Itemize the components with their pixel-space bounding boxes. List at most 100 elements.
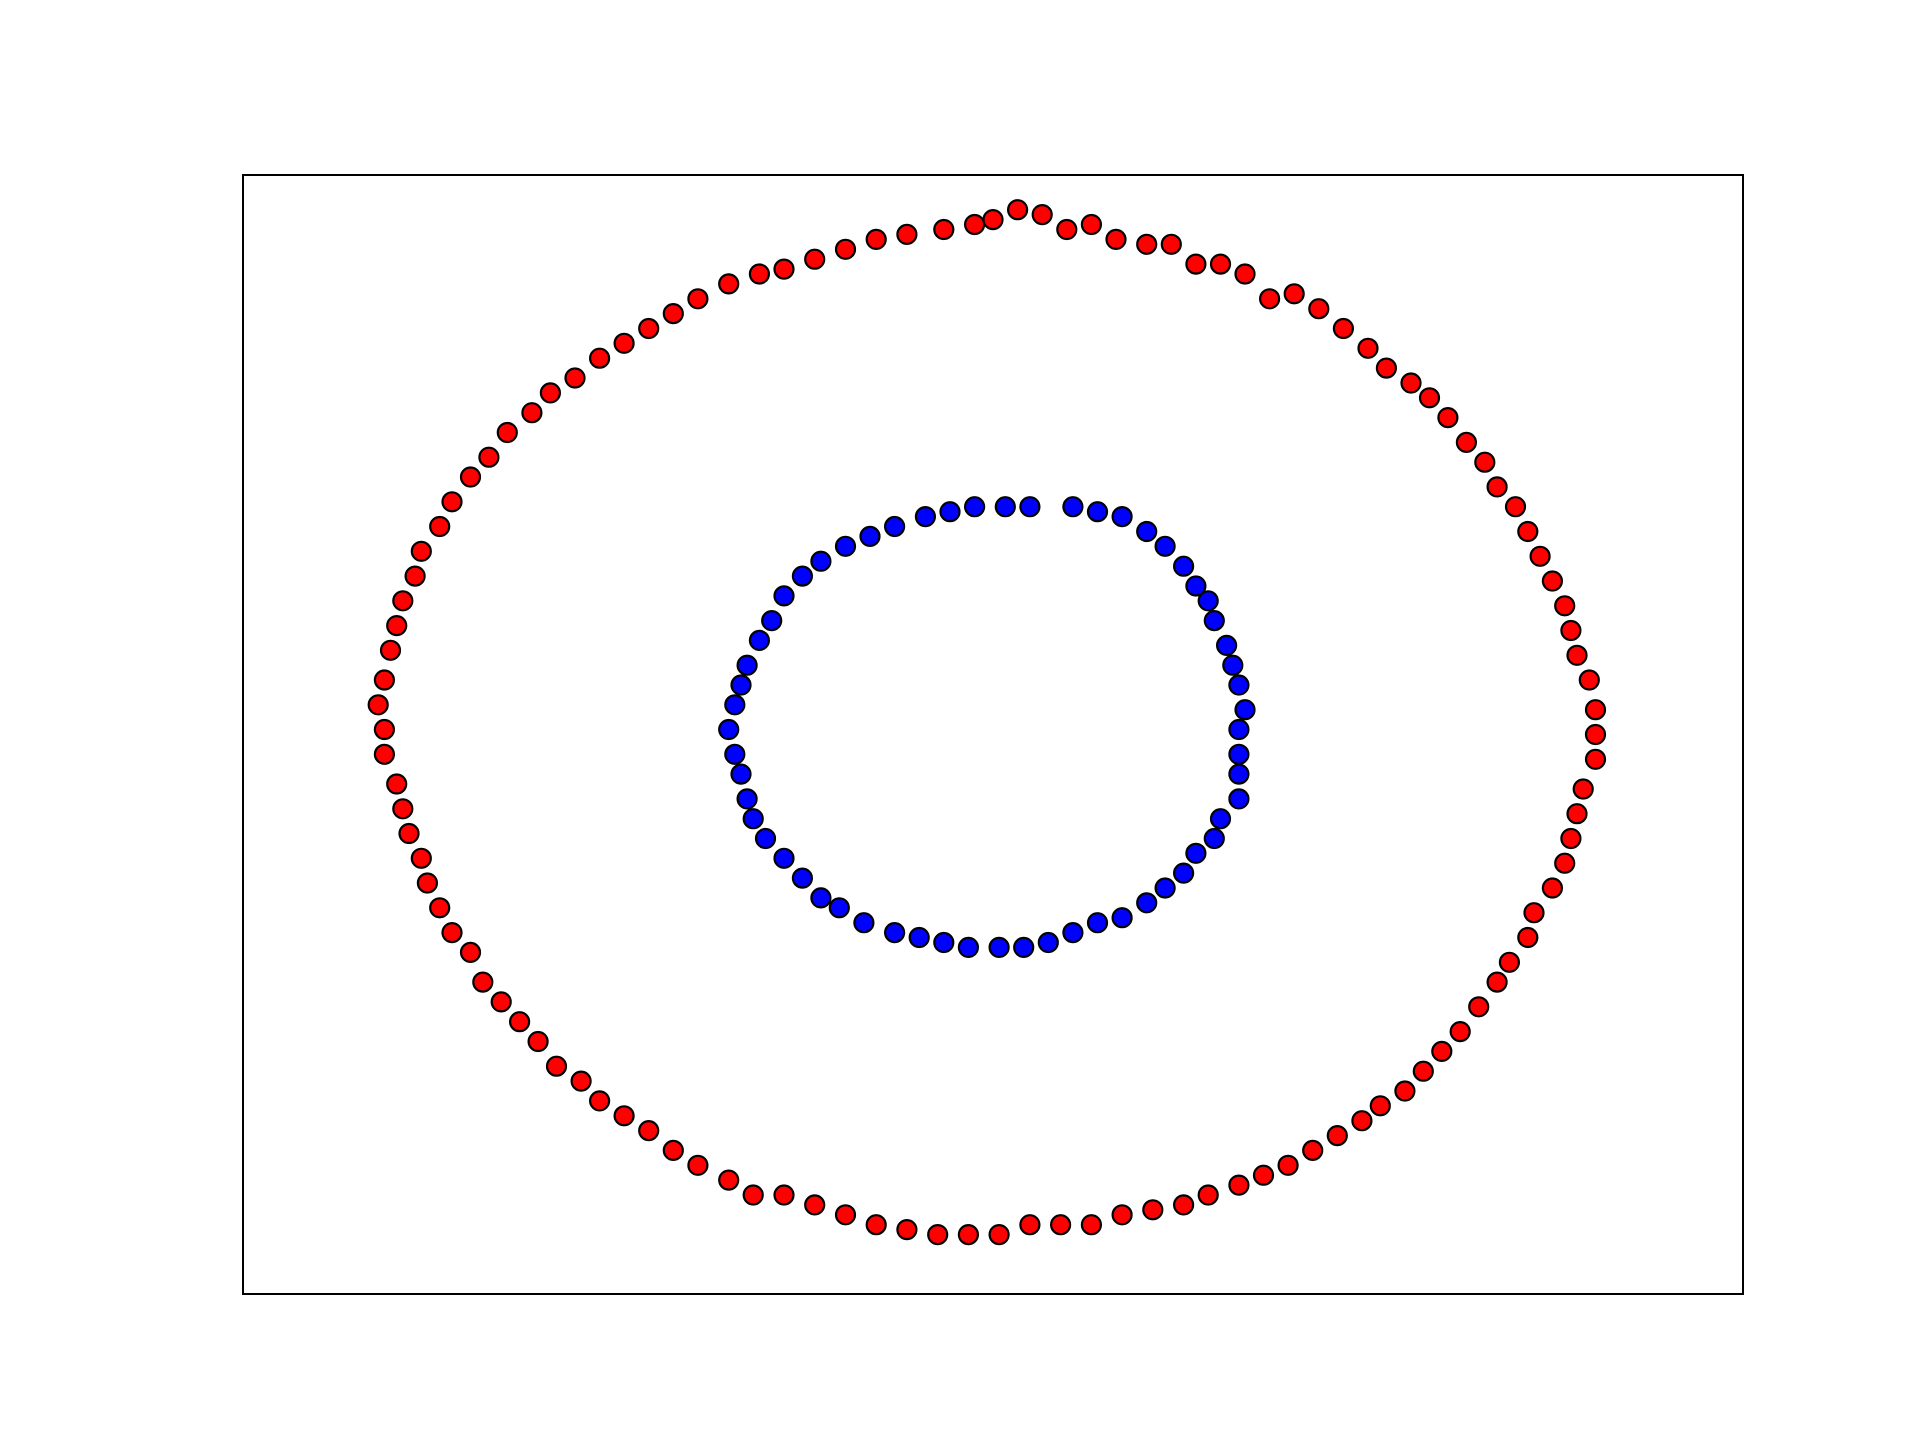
scatter-point-series-0-78: [545, 1055, 568, 1077]
scatter-point-series-0-37: [1554, 852, 1576, 874]
scatter-point-series-1-14: [1228, 743, 1250, 765]
scatter-point-series-1-26: [1037, 931, 1059, 954]
scatter-point-series-0-66: [865, 1214, 887, 1236]
scatter-point-series-1-22: [1136, 892, 1158, 914]
scatter-point-series-0-83: [459, 941, 482, 964]
scatter-point-series-0-107: [564, 367, 586, 389]
scatter-point-series-1-43: [718, 718, 740, 741]
scatter-point-series-1-42: [724, 743, 746, 765]
scatter-point-series-0-33: [1584, 748, 1607, 770]
scatter-point-series-0-62: [988, 1223, 1010, 1246]
scatter-point-series-1-45: [730, 674, 752, 696]
scatter-point-series-0-112: [687, 288, 709, 310]
scatter-point-series-0-101: [441, 491, 463, 513]
scatter-point-series-0-98: [404, 565, 426, 587]
scatter-point-series-1-50: [791, 565, 814, 587]
scatter-point-series-0-100: [429, 515, 451, 538]
scatter-point-series-0-23: [1504, 496, 1527, 518]
scatter-point-series-0-102: [459, 466, 482, 488]
scatter-point-series-1-29: [957, 936, 980, 959]
scatter-point-series-1-13: [1228, 718, 1250, 741]
scatter-point-series-0-29: [1566, 644, 1588, 666]
scatter-point-series-0-116: [804, 248, 826, 270]
scatter-point-series-1-20: [1172, 862, 1195, 884]
scatter-point-series-1-52: [834, 535, 857, 557]
scatter-point-series-1-21: [1154, 877, 1176, 899]
scatter-point-series-1-59: [1019, 496, 1041, 518]
scatter-point-series-0-87: [410, 847, 432, 869]
scatter-point-series-0-52: [1277, 1154, 1299, 1176]
scatter-point-series-0-115: [773, 258, 795, 280]
scatter-point-series-0-106: [539, 382, 562, 404]
scatter-point-series-1-5: [1172, 555, 1195, 577]
scatter-point-series-0-25: [1529, 545, 1551, 567]
scatter-point-series-0-5: [1105, 228, 1127, 250]
scatter-point-series-0-40: [1517, 926, 1539, 949]
scatter-point-series-0-4: [1080, 213, 1103, 236]
scatter-point-series-1-9: [1215, 634, 1238, 657]
scatter-point-series-1-27: [1013, 936, 1035, 959]
scatter-point-series-0-47: [1394, 1080, 1416, 1102]
scatter-point-series-1-49: [773, 585, 795, 607]
scatter-point-series-1-30: [933, 931, 955, 954]
scatter-point-series-0-59: [1080, 1214, 1103, 1236]
scatter-point-series-0-67: [834, 1204, 857, 1226]
scatter-point-series-0-22: [1486, 476, 1508, 498]
scatter-point-series-1-11: [1228, 674, 1250, 696]
scatter-point-series-0-2: [1031, 204, 1053, 226]
scatter-point-series-0-105: [521, 402, 543, 424]
scatter-point-series-0-16: [1375, 357, 1398, 379]
scatter-point-series-1-19: [1185, 842, 1207, 864]
scatter-point-series-0-121: [963, 213, 986, 236]
scatter-point-series-0-79: [527, 1030, 549, 1053]
scatter-point-series-0-32: [1584, 723, 1607, 746]
scatter-point-series-1-28: [988, 936, 1010, 959]
scatter-point-series-0-60: [1049, 1214, 1072, 1236]
scatter-point-series-0-61: [1019, 1214, 1041, 1236]
scatter-point-series-0-14: [1332, 317, 1355, 340]
scatter-point-series-1-4: [1154, 535, 1176, 557]
scatter-point-series-0-63: [957, 1223, 980, 1246]
points-layer: [367, 199, 1607, 1246]
scatter-point-series-1-35: [810, 887, 832, 909]
scatter-point-series-0-92: [373, 718, 395, 741]
scatter-point-series-0-41: [1498, 951, 1521, 973]
scatter-point-series-0-35: [1566, 803, 1588, 825]
scatter-point-series-0-57: [1142, 1199, 1164, 1221]
scatter-point-series-1-6: [1185, 575, 1207, 597]
scatter-point-series-1-32: [883, 921, 906, 944]
scatter-point-series-0-99: [410, 540, 432, 562]
scatter-point-series-0-12: [1283, 283, 1305, 305]
scatter-point-series-1-3: [1136, 520, 1158, 543]
scatter-point-series-0-64: [927, 1223, 949, 1246]
scatter-point-series-1-47: [748, 629, 771, 652]
scatter-point-series-0-72: [687, 1154, 709, 1176]
scatter-point-series-1-2: [1111, 505, 1133, 528]
scatter-point-series-0-85: [429, 897, 451, 919]
plot-area: [243, 175, 1743, 1294]
scatter-point-series-0-45: [1431, 1040, 1453, 1063]
scatter-point-series-0-109: [613, 332, 635, 354]
scatter-point-series-1-53: [859, 525, 881, 548]
scatter-point-series-0-31: [1584, 699, 1607, 721]
scatter-point-series-1-39: [742, 808, 764, 830]
scatter-point-series-0-7: [1160, 233, 1182, 255]
scatter-point-series-0-28: [1560, 619, 1582, 642]
scatter-point-series-1-56: [939, 501, 961, 523]
scatter-point-series-0-1: [1006, 199, 1029, 221]
scatter-point-series-0-69: [773, 1184, 795, 1206]
scatter-point-series-0-81: [490, 991, 512, 1013]
scatter-point-series-0-76: [588, 1090, 611, 1112]
scatter-point-series-1-36: [791, 867, 814, 889]
scatter-point-series-0-56: [1172, 1194, 1195, 1216]
scatter-point-series-0-49: [1351, 1110, 1373, 1132]
scatter-point-series-1-41: [730, 763, 752, 785]
scatter-point-series-1-23: [1111, 907, 1133, 929]
scatter-point-series-1-55: [914, 505, 937, 528]
scatter-point-series-0-110: [638, 317, 660, 340]
scatter-point-series-0-113: [718, 273, 740, 295]
scatter-point-series-0-53: [1252, 1164, 1275, 1186]
scatter-point-series-0-65: [896, 1218, 918, 1241]
scatter-point-series-0-118: [865, 228, 887, 250]
scatter-point-series-0-71: [718, 1169, 740, 1191]
